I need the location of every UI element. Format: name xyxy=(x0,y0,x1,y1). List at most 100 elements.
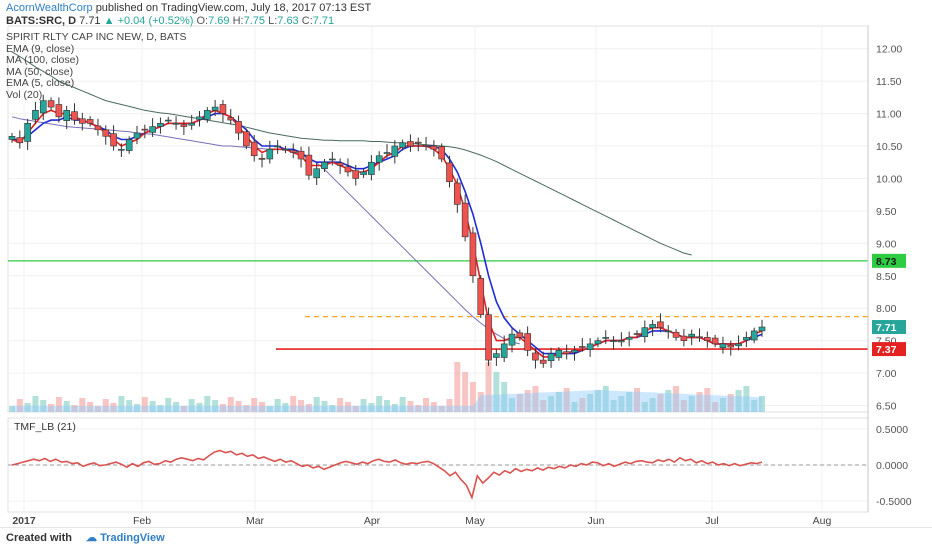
volume-bar xyxy=(430,402,437,412)
candle-body xyxy=(149,126,156,133)
candle-body xyxy=(47,100,55,108)
tmf-tick-label: 0.0000 xyxy=(876,460,908,472)
candle-body xyxy=(274,145,281,148)
price-tag-label: 8.73 xyxy=(876,256,897,268)
legend-item-volume[interactable]: Vol (20) xyxy=(6,88,43,101)
candle-body xyxy=(704,337,711,341)
close-label: C: xyxy=(301,15,313,27)
candle-body xyxy=(360,171,367,175)
volume-bar xyxy=(24,403,31,412)
candle-body xyxy=(407,141,414,147)
candle-body xyxy=(352,170,360,179)
candle-body xyxy=(547,353,555,362)
price-tick-label: 7.00 xyxy=(876,368,897,380)
time-tick-label: Feb xyxy=(133,515,151,527)
volume-bar xyxy=(259,402,265,412)
legend-item-symbol[interactable]: SPIRIT RLTY CAP INC NEW, D, BATS xyxy=(6,31,187,43)
open-value: 7.69 xyxy=(208,15,230,27)
volume-bar xyxy=(305,404,312,412)
candle-body xyxy=(94,125,102,131)
volume-bar xyxy=(384,400,390,412)
candle-body xyxy=(63,110,70,122)
volume-bar xyxy=(759,396,765,412)
candle-body xyxy=(289,150,297,153)
price-tick-label: 11.00 xyxy=(876,109,902,121)
candle-body xyxy=(743,337,750,341)
candle-body xyxy=(329,158,336,161)
candle-body xyxy=(141,128,149,131)
price-tick-label: 8.00 xyxy=(876,303,897,315)
legend-item-ma100[interactable]: MA (100, close) xyxy=(6,54,79,66)
volume-bar xyxy=(274,399,281,412)
candle-body xyxy=(235,121,242,134)
volume-bar xyxy=(532,386,539,412)
volume-bar xyxy=(9,406,15,412)
candle-body xyxy=(485,314,492,361)
candle-body xyxy=(422,145,430,147)
price-tick-label: 9.00 xyxy=(876,238,897,250)
candle-body xyxy=(125,139,133,151)
volume-bar xyxy=(594,390,601,412)
legend-item-ma50[interactable]: MA (50, close) xyxy=(6,65,74,78)
volume-bar xyxy=(235,401,242,412)
time-tick-label: Aug xyxy=(813,515,832,527)
time-tick-label: 2017 xyxy=(12,515,36,527)
candle-body xyxy=(758,326,766,332)
candle-body xyxy=(735,343,742,347)
volume-bar xyxy=(673,386,680,412)
volume-bar xyxy=(657,394,664,412)
candle-body xyxy=(477,278,485,315)
volume-bar xyxy=(509,398,515,412)
candle-body xyxy=(32,110,39,120)
volume-bar xyxy=(344,402,351,412)
candle-body xyxy=(164,119,172,122)
volume-bar xyxy=(180,406,187,412)
candle-body xyxy=(750,330,758,341)
volume-bar xyxy=(696,392,703,412)
volume-bar xyxy=(641,402,648,412)
candle-body xyxy=(672,331,680,338)
horizontal-lines xyxy=(8,260,868,350)
candle-body xyxy=(321,161,328,170)
volume-bar xyxy=(415,405,422,412)
volume-bar xyxy=(719,398,726,412)
volume-bar xyxy=(540,400,547,412)
volume-bar xyxy=(55,397,62,412)
candle-body xyxy=(719,343,727,349)
volume-bar xyxy=(423,398,430,412)
legend-item-ema5[interactable]: EMA (5, close) xyxy=(6,77,75,89)
candle-body xyxy=(446,162,453,182)
candle-body xyxy=(649,324,656,328)
candle-body xyxy=(430,145,438,150)
candle-body xyxy=(664,330,672,333)
volume-bar xyxy=(454,362,461,412)
volume-bar xyxy=(32,396,39,412)
volume-bar xyxy=(391,404,398,412)
high-label: H: xyxy=(232,15,244,27)
time-tick-label: Apr xyxy=(364,515,381,527)
cloud-icon: ☁ xyxy=(86,532,97,544)
candle-body xyxy=(641,327,649,338)
candle-body xyxy=(188,123,195,126)
low-value: 7.63 xyxy=(277,15,299,27)
legend-item-ema9[interactable]: EMA (9, close) xyxy=(6,42,75,55)
created-with-label: Created with xyxy=(6,532,73,544)
tradingview-logo[interactable]: ☁ TradingView xyxy=(86,531,165,544)
volume-bar xyxy=(548,396,555,412)
candle-body xyxy=(633,333,641,335)
candle-body xyxy=(243,131,250,147)
candle-body xyxy=(711,337,719,345)
volume-bar xyxy=(126,400,133,412)
volume-bar xyxy=(493,372,500,412)
volume-bar xyxy=(727,394,734,412)
time-tick-label: May xyxy=(465,515,486,527)
candle-body xyxy=(8,135,16,140)
volume-bar xyxy=(399,397,406,412)
last-price: 7.71 xyxy=(79,15,101,27)
volume-bar xyxy=(360,399,367,412)
brand-label: TradingView xyxy=(100,532,165,544)
publisher-link[interactable]: AcornWealthCorp xyxy=(6,2,93,14)
candle-body xyxy=(579,346,586,348)
volume-bar xyxy=(134,404,140,412)
